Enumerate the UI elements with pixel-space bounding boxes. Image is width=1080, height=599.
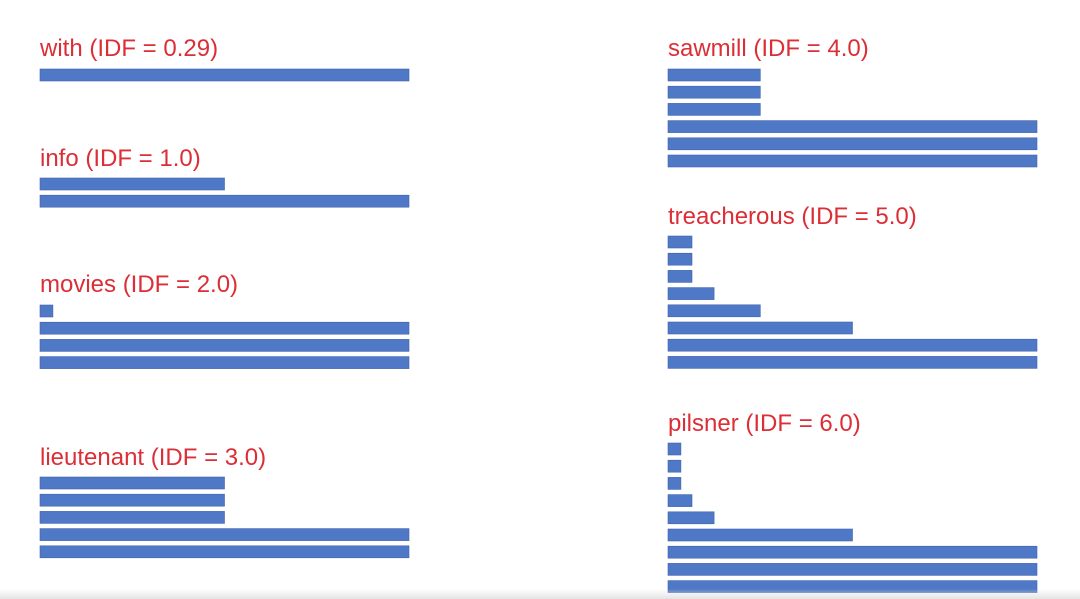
chart-title: movies (IDF = 2.0): [40, 271, 238, 298]
bar: [667, 120, 1038, 133]
bar: [667, 137, 1038, 151]
bar: [667, 154, 1038, 168]
bar: [39, 321, 410, 335]
bar: [39, 177, 225, 191]
bar: [39, 356, 410, 369]
bar: [667, 68, 761, 82]
bar: [667, 528, 853, 542]
bar: [667, 304, 761, 318]
bar: [39, 304, 54, 318]
chart-panel-4: lieutenant (IDF = 3.0): [39, 444, 410, 559]
chart-panel-1: with (IDF = 0.29): [39, 35, 410, 82]
bar: [39, 528, 410, 541]
chart-title: pilsner (IDF = 6.0): [668, 410, 861, 437]
bar: [39, 339, 410, 352]
bar: [667, 563, 1038, 576]
bar: [39, 545, 410, 559]
bar: [667, 511, 715, 525]
chart-title: lieutenant (IDF = 3.0): [40, 444, 266, 471]
bar: [667, 321, 853, 335]
bar: [667, 235, 693, 249]
chart-panel-5: sawmill (IDF = 4.0): [667, 35, 1038, 168]
bar: [39, 476, 225, 490]
bar: [39, 194, 410, 208]
bar: [667, 545, 1038, 559]
bar: [39, 493, 225, 507]
bar: [667, 85, 761, 99]
chart-panel-6: treacherous (IDF = 5.0): [667, 203, 1038, 369]
chart-panel-7: pilsner (IDF = 6.0): [667, 410, 1038, 593]
bar: [667, 442, 682, 456]
chart-title: with (IDF = 0.29): [39, 35, 218, 62]
bar: [39, 68, 410, 82]
bar: [667, 287, 715, 300]
bottom-edge-shadow: [0, 589, 1080, 599]
chart-title: treacherous (IDF = 5.0): [668, 203, 917, 230]
bar: [667, 356, 1038, 369]
bar: [667, 477, 682, 490]
bar: [667, 459, 682, 473]
chart-panel-2: info (IDF = 1.0): [39, 145, 410, 208]
bar: [39, 511, 225, 524]
chart-title: sawmill (IDF = 4.0): [668, 35, 869, 62]
bar: [667, 270, 693, 283]
bar: [667, 103, 761, 116]
chart-title: info (IDF = 1.0): [40, 145, 201, 172]
bar: [667, 494, 693, 507]
bar: [667, 252, 693, 266]
bar: [667, 338, 1038, 352]
chart-panel-3: movies (IDF = 2.0): [39, 271, 410, 369]
